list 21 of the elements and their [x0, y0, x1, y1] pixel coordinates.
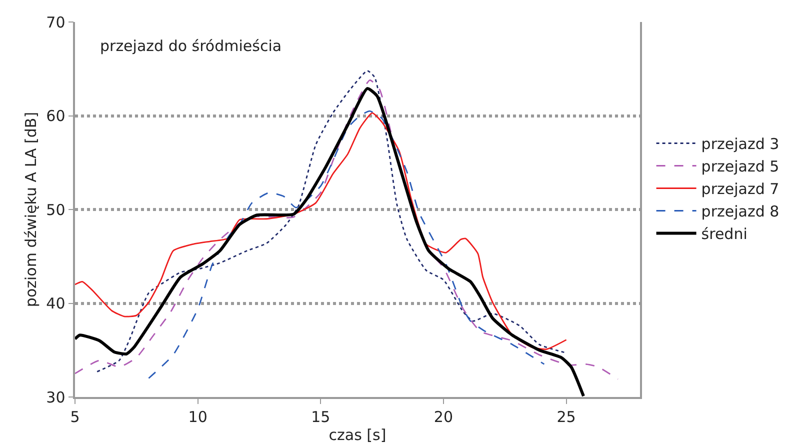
- x-tick-label: 20: [434, 408, 454, 426]
- legend-label: przejazd 5: [701, 158, 780, 176]
- y-tick-label: 40: [46, 294, 66, 312]
- x-tick-label: 5: [70, 408, 80, 426]
- legend-label: przejazd 3: [701, 135, 780, 154]
- x-tick-label: 25: [556, 408, 576, 426]
- y-tick-label: 50: [46, 200, 66, 219]
- y-tick-label: 30: [46, 388, 66, 406]
- x-tick-label: 15: [311, 408, 330, 426]
- annotation: przejazd do śródmieścia: [100, 37, 282, 55]
- x-tick-label: 10: [188, 408, 208, 426]
- y-tick-label: 60: [46, 107, 66, 125]
- x-axis-title: czas [s]: [328, 426, 386, 444]
- legend-label: średni: [701, 225, 748, 244]
- legend-label: przejazd 7: [701, 180, 780, 198]
- line-series: [75, 112, 567, 350]
- y-tick-label: 70: [46, 13, 66, 32]
- y-axis-title: poziom dźwięku A LA [dB]: [22, 112, 40, 308]
- line-series: [148, 110, 545, 379]
- line-series: [96, 70, 567, 372]
- legend-label: przejazd 8: [701, 202, 780, 221]
